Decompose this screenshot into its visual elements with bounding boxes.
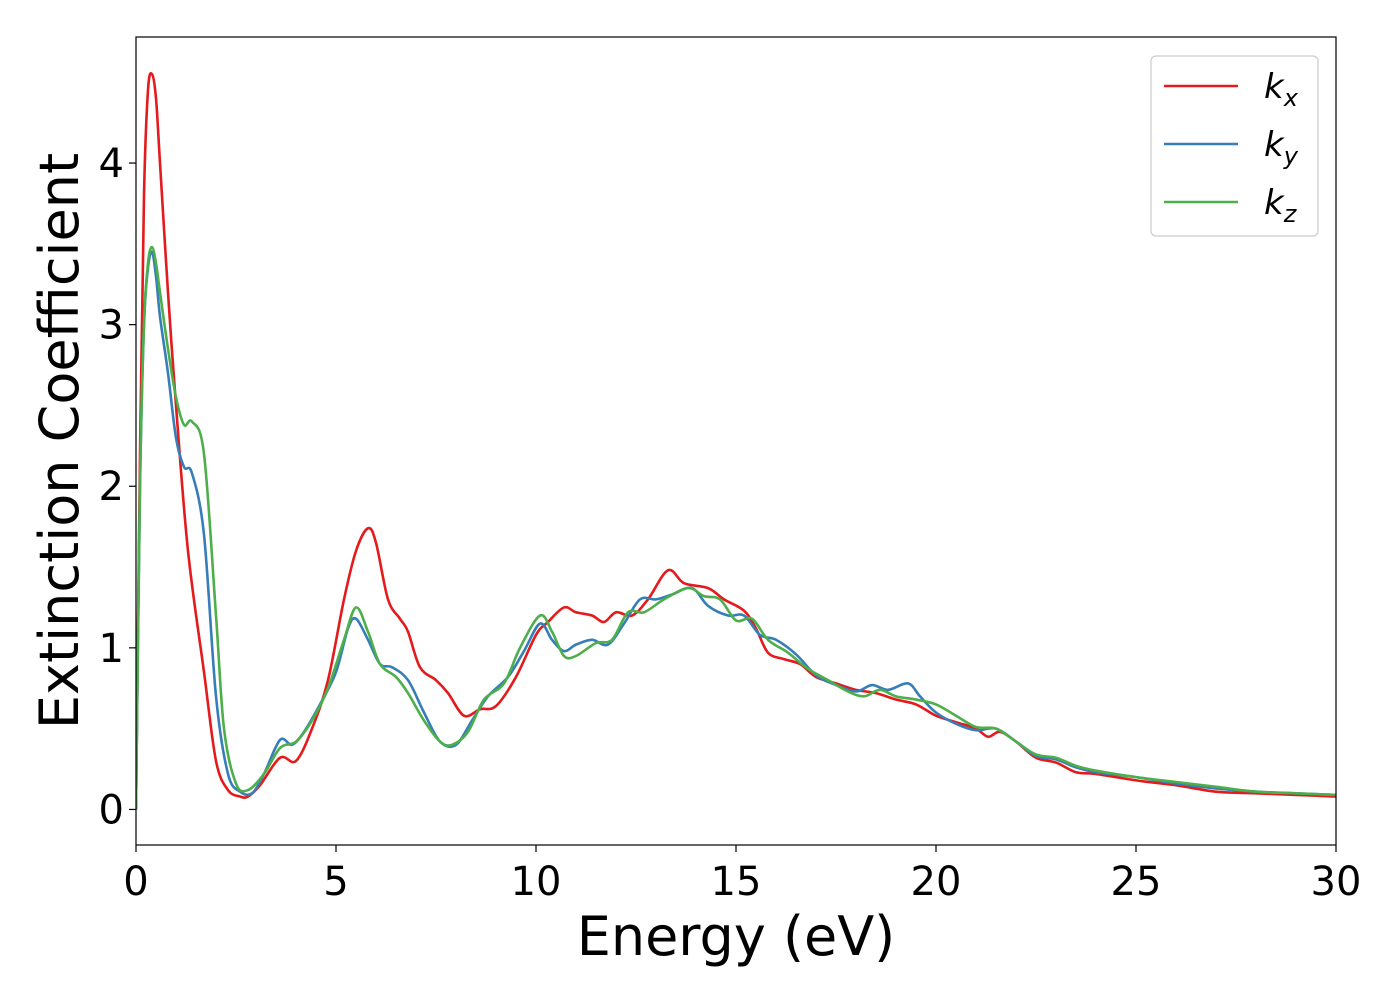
legend-label-ky: ky	[1264, 125, 1299, 170]
y-tick-label: 4	[99, 141, 124, 187]
y-tick-label: 1	[99, 626, 124, 672]
x-axis-label: Energy (eV)	[577, 905, 896, 968]
y-axis-label: Extinction Coefficient	[28, 153, 91, 729]
legend-label-kx: kx	[1264, 67, 1299, 112]
series-line-ky	[136, 250, 1336, 810]
series-line-kz	[136, 245, 1336, 810]
x-tick-label: 5	[323, 859, 348, 905]
x-tick-label: 0	[123, 859, 148, 905]
legend-label-kz: kz	[1264, 183, 1298, 228]
x-tick-label: 10	[511, 859, 562, 905]
y-tick-label: 2	[99, 464, 124, 510]
x-tick-label: 15	[711, 859, 762, 905]
y-tick-label: 0	[99, 787, 124, 833]
axis-ticks: 0 5 10 15 20 25 30 0 1 2 3 4	[99, 141, 1362, 905]
legend: kx ky kz	[1150, 55, 1319, 237]
series-layer	[136, 71, 1336, 810]
x-tick-label: 20	[911, 859, 962, 905]
y-tick-label: 3	[99, 303, 124, 349]
legend-box	[1150, 55, 1319, 237]
series-line-kx	[136, 71, 1336, 810]
x-tick-label: 30	[1311, 859, 1362, 905]
x-tick-label: 25	[1111, 859, 1162, 905]
